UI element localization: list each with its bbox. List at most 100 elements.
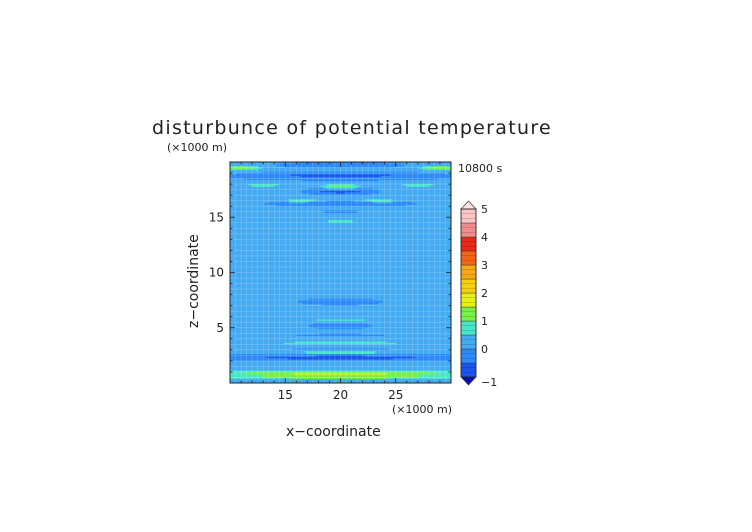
field-cell [368, 323, 451, 326]
field-cell [384, 334, 451, 337]
field-cell [230, 344, 451, 347]
field-cell [322, 304, 359, 307]
field-cell [312, 323, 370, 326]
field-cell [230, 345, 451, 348]
field-cell [402, 163, 451, 166]
field-cell [230, 377, 293, 380]
field-cell [230, 215, 451, 218]
colorbar-segment [460, 320, 477, 336]
field-cell [230, 286, 451, 289]
field-cell [230, 251, 451, 254]
field-cell [352, 221, 451, 224]
field-cell [446, 166, 451, 168]
colorbar-frame [460, 208, 477, 378]
field-cell [296, 334, 386, 337]
field-cell [402, 184, 434, 186]
field-cell [230, 312, 451, 315]
field-cell [230, 351, 305, 354]
field-cell [288, 199, 317, 202]
x-tick-label: 15 [278, 388, 293, 402]
field-cell [230, 232, 451, 235]
field-cell [230, 168, 259, 171]
field-cell [328, 220, 353, 222]
field-cell [324, 186, 357, 189]
field-cell [372, 298, 451, 301]
field-cell [230, 177, 451, 179]
field-cell [230, 170, 451, 173]
field-cell [382, 300, 451, 302]
field-cell [230, 307, 451, 309]
field-cell [394, 166, 424, 168]
colorbar-segment [460, 306, 477, 322]
grid-lines [230, 162, 451, 383]
field-cell [230, 291, 451, 294]
colorbar-tick-label: −1 [481, 376, 497, 389]
field-cell [230, 347, 451, 349]
field-cell [230, 329, 451, 331]
field-cell [310, 200, 327, 203]
field-cell [230, 166, 235, 168]
field-cell [230, 319, 317, 322]
field-cell [396, 342, 451, 345]
field-cell [392, 358, 451, 360]
field-cell [326, 188, 355, 191]
field-cell [230, 318, 451, 320]
field-cell [302, 192, 337, 195]
field-cell [310, 326, 372, 329]
field-cell [230, 300, 299, 302]
field-cell [374, 352, 451, 355]
field-cell [258, 166, 287, 168]
field-cell [230, 204, 277, 207]
field-cell [352, 220, 451, 222]
field-cell [316, 199, 366, 202]
field-cell [230, 235, 451, 237]
field-cell [230, 247, 451, 250]
field-cell [244, 373, 295, 376]
contour-field [230, 162, 451, 383]
field-cell [230, 342, 285, 345]
field-cell [302, 189, 380, 192]
field-cell [416, 374, 451, 377]
field-cell [428, 371, 451, 374]
field-cell [230, 341, 295, 344]
field-cell [388, 377, 451, 380]
field-cell [230, 186, 325, 189]
field-cell [236, 173, 446, 175]
field-cell [248, 184, 279, 186]
field-cell [230, 313, 451, 316]
colorbar: 5 4 3 2 1 0 −1 [460, 200, 497, 389]
field-cell [230, 171, 263, 174]
field-cell [416, 203, 451, 206]
field-cell [290, 174, 392, 177]
field-cell [230, 293, 451, 295]
field-cell [382, 162, 451, 164]
field-cell [230, 217, 451, 220]
field-cell [412, 202, 451, 204]
field-cell [230, 348, 293, 351]
field-cell [284, 342, 398, 345]
field-cell [380, 175, 451, 178]
field-cell [436, 178, 451, 181]
field-cell [276, 204, 406, 207]
field-cell [230, 207, 451, 210]
field-cell [230, 297, 451, 300]
field-cell [230, 221, 329, 224]
field-cell [262, 376, 420, 378]
field-cell [230, 173, 237, 175]
field-cell [230, 258, 451, 261]
field-cell [230, 261, 451, 264]
colorbar-segment [460, 250, 477, 266]
field-cell [234, 166, 247, 168]
field-cell [300, 191, 321, 193]
field-cell [404, 164, 451, 167]
field-cell [262, 171, 420, 174]
field-cell [230, 356, 267, 359]
field-cell [326, 184, 355, 186]
field-cell [230, 308, 451, 311]
field-cell [378, 192, 451, 195]
field-cell [230, 370, 451, 373]
field-cell [230, 289, 451, 291]
field-cell [254, 167, 263, 170]
field-cell [266, 356, 416, 359]
field-cell [354, 188, 374, 191]
